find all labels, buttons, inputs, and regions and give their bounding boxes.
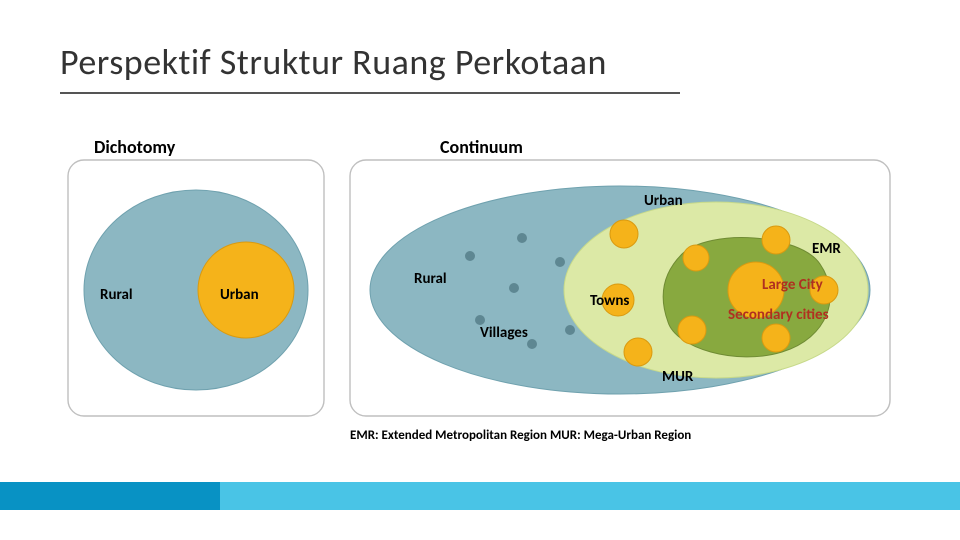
page-title: Perspektif Struktur Ruang Perkotaan bbox=[60, 40, 607, 84]
dichotomy-urban-label: Urban bbox=[220, 286, 259, 304]
footer-light-segment bbox=[220, 482, 960, 510]
continuum-rural-label: Rural bbox=[414, 270, 447, 288]
continuum-title: Continuum bbox=[440, 136, 523, 158]
footer-bar bbox=[0, 482, 960, 510]
diagram-svg bbox=[60, 130, 900, 460]
continuum-mur-label: MUR bbox=[662, 368, 693, 386]
diagram-container: Dichotomy Continuum Rural Urban Rural Vi… bbox=[60, 130, 900, 460]
continuum-towns-label: Towns bbox=[590, 292, 629, 310]
footer-dark-segment bbox=[0, 482, 220, 510]
dichotomy-rural-label: Rural bbox=[100, 286, 133, 304]
continuum-large-city-label: Large City bbox=[762, 276, 823, 294]
slide: Perspektif Struktur Ruang Perkotaan Dich… bbox=[0, 0, 960, 540]
dichotomy-title: Dichotomy bbox=[94, 136, 175, 158]
diagram-footnote: EMR: Extended Metropolitan Region MUR: M… bbox=[350, 428, 691, 443]
continuum-emr-label: EMR bbox=[812, 240, 841, 258]
title-underline bbox=[60, 92, 680, 94]
bottom-strip bbox=[0, 510, 960, 540]
continuum-secondary-label: Secondary cities bbox=[728, 306, 829, 324]
continuum-villages-label: Villages bbox=[480, 324, 528, 342]
continuum-urban-label: Urban bbox=[644, 192, 683, 210]
